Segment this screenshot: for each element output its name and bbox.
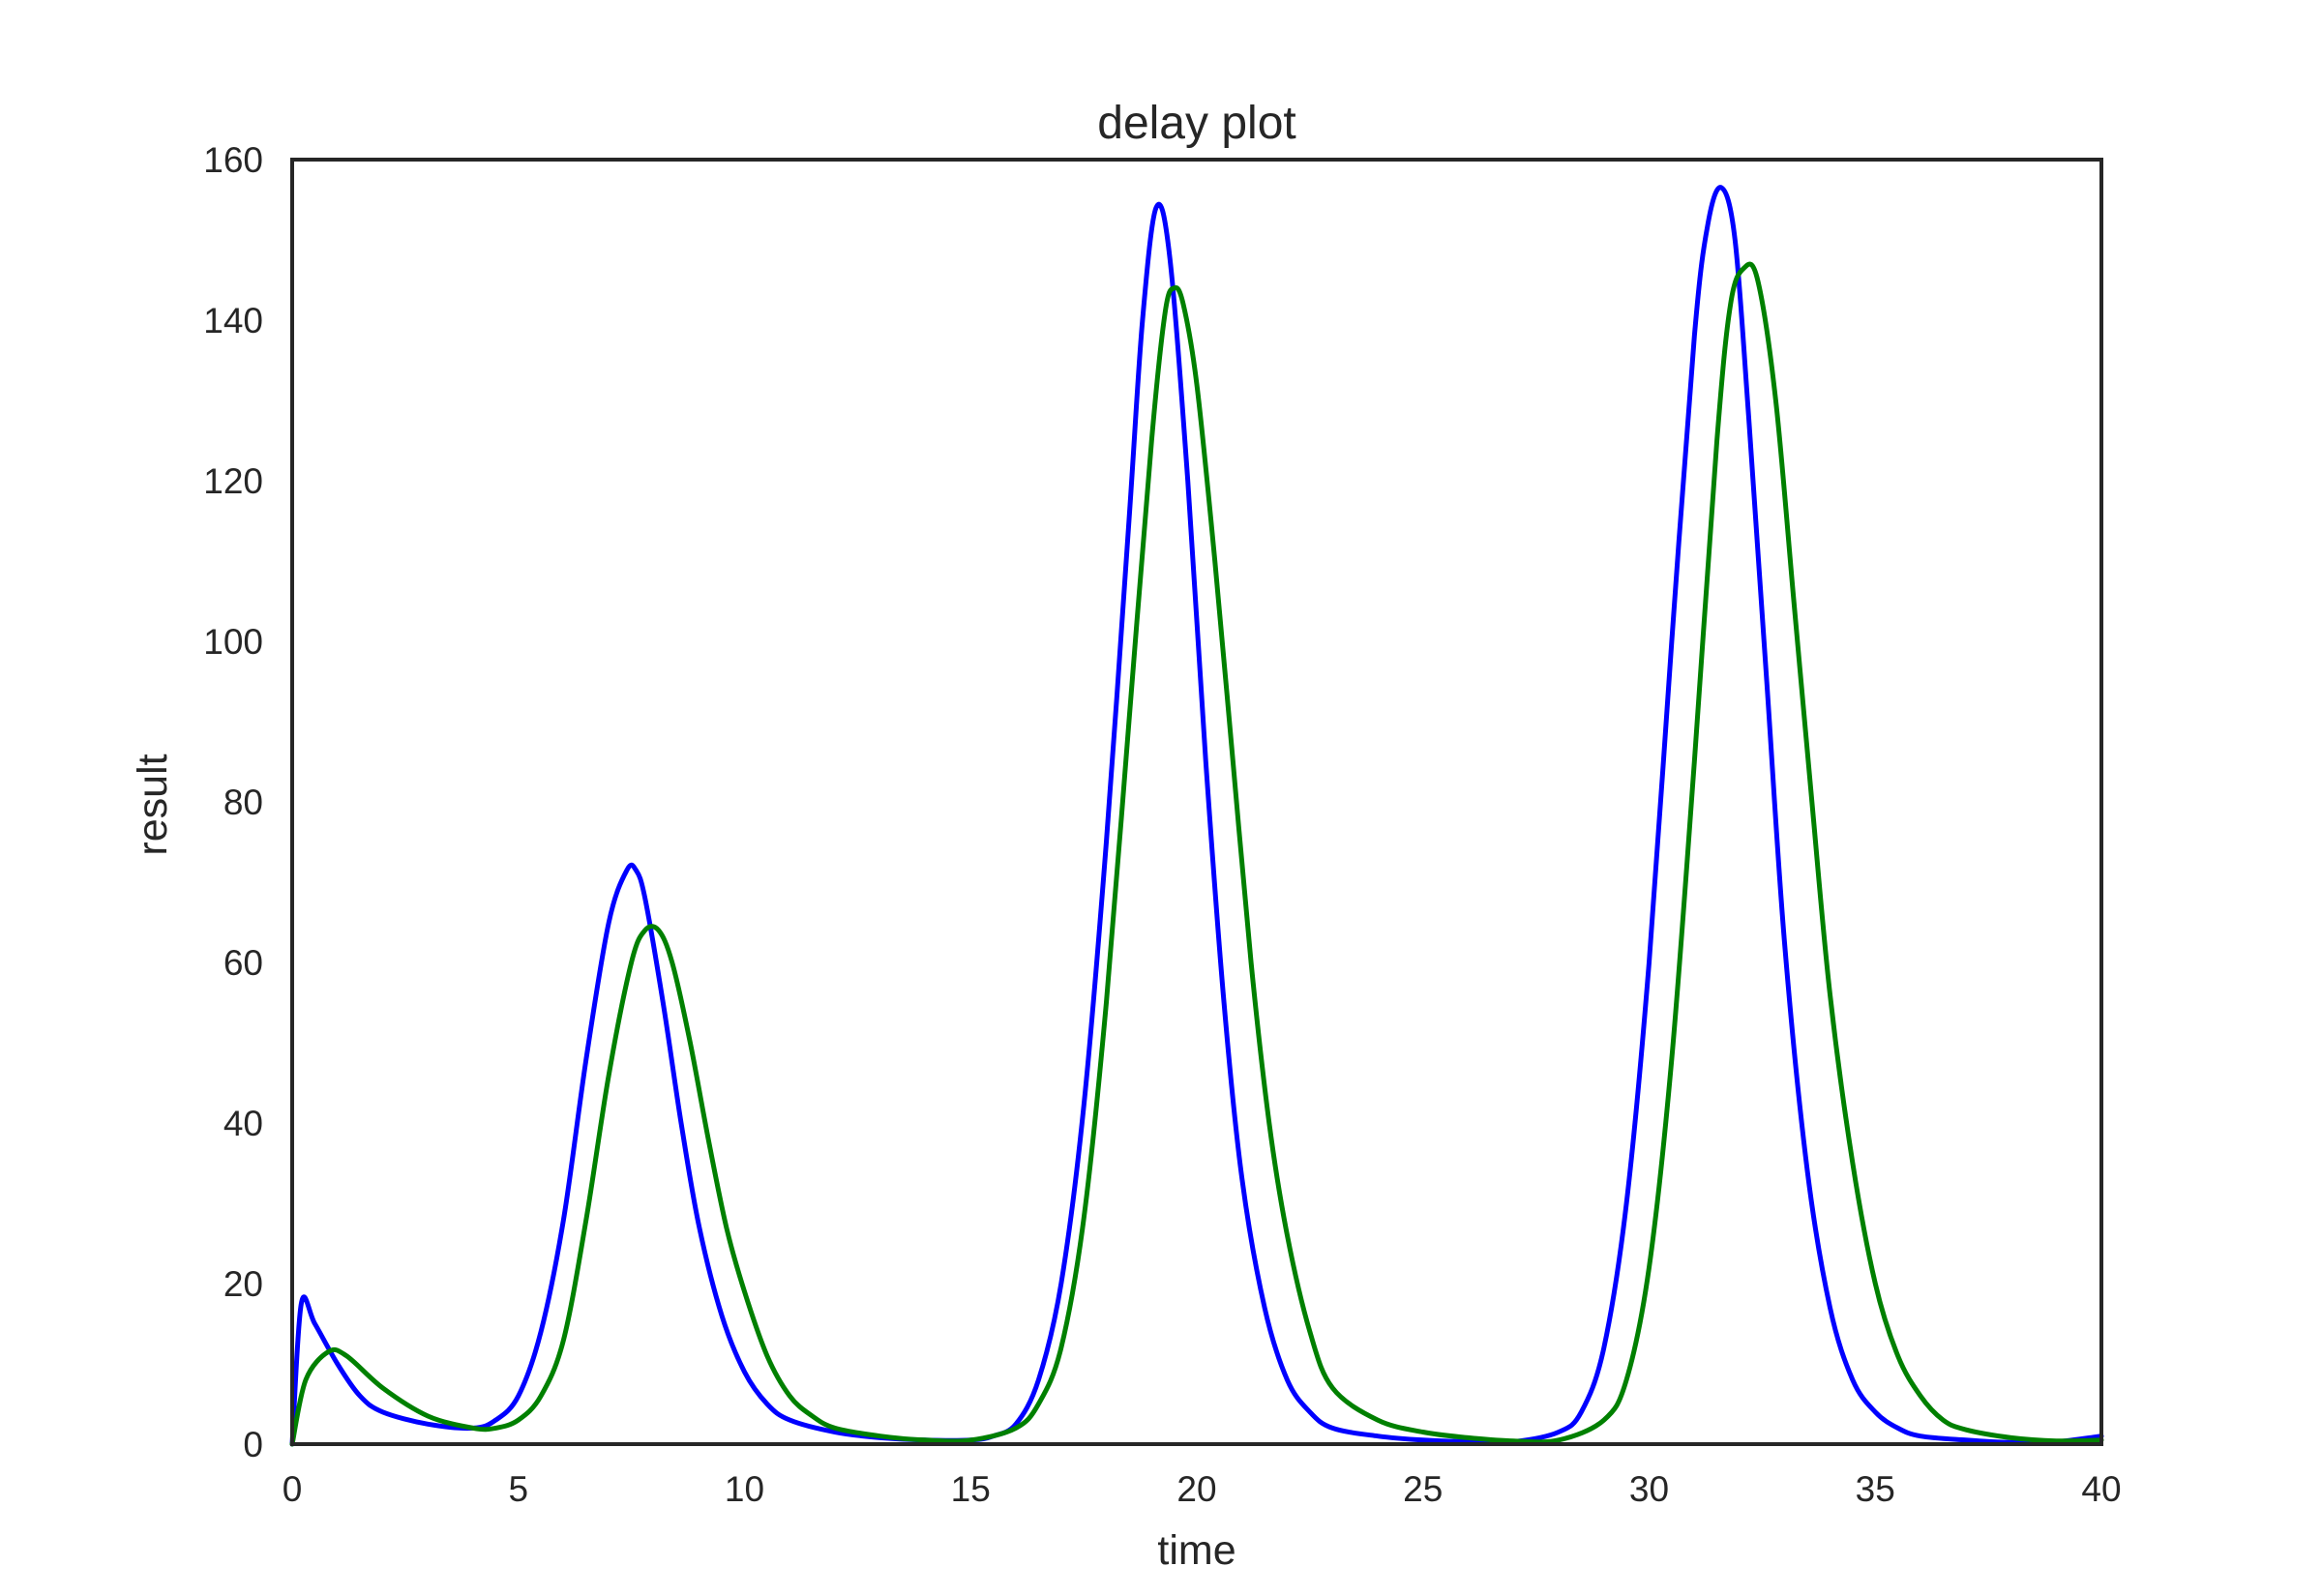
series-line-1 (289, 185, 2104, 1447)
y-tick-label: 0 (243, 1425, 263, 1464)
x-tick-label: 35 (1856, 1469, 1895, 1509)
plot-area (289, 185, 2104, 1447)
y-tick-label: 160 (203, 140, 263, 180)
x-tick-label: 40 (2081, 1469, 2121, 1509)
x-tick-label: 15 (951, 1469, 991, 1509)
x-tick-labels: 0 5 10 15 20 25 30 35 40 (283, 1469, 2122, 1509)
y-tick-label: 120 (203, 461, 263, 501)
chart-title: delay plot (1097, 98, 1295, 149)
y-tick-label: 20 (223, 1264, 263, 1304)
x-tick-label: 30 (1629, 1469, 1669, 1509)
x-axis-label: time (1157, 1527, 1235, 1574)
y-tick-label: 80 (223, 783, 263, 822)
x-tick-label: 0 (283, 1469, 303, 1509)
y-axis-label: result (130, 754, 176, 855)
y-tick-label: 100 (203, 622, 263, 662)
x-tick-label: 10 (725, 1469, 764, 1509)
y-tick-label: 60 (223, 943, 263, 983)
y-tick-label: 40 (223, 1104, 263, 1143)
series-line-2 (289, 261, 2104, 1447)
x-tick-label: 5 (508, 1469, 528, 1509)
y-tick-label: 140 (203, 301, 263, 340)
x-tick-label: 25 (1403, 1469, 1443, 1509)
x-tick-label: 20 (1176, 1469, 1216, 1509)
plot-frame (290, 158, 2103, 1446)
y-tick-labels: 0 20 40 60 80 100 120 140 160 (203, 140, 263, 1464)
